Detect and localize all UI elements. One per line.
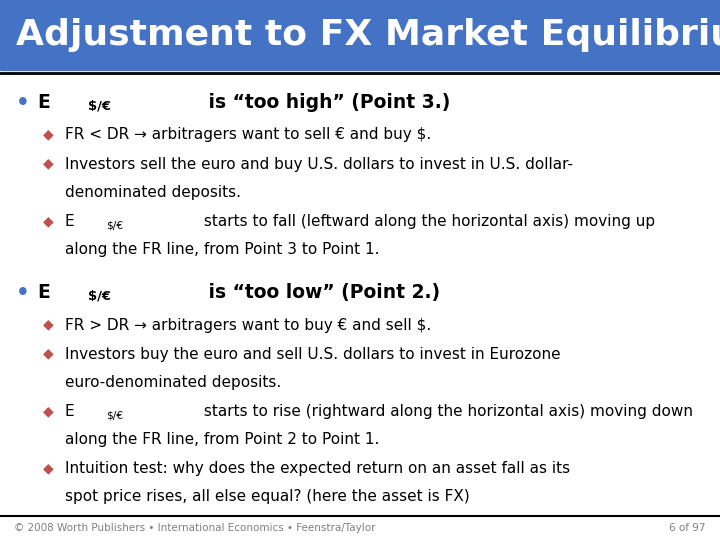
Text: Investors buy the euro and sell U.S. dollars to invest in Eurozone: Investors buy the euro and sell U.S. dol… [65,347,560,362]
Text: ◆: ◆ [43,127,54,141]
Text: euro-denominated deposits.: euro-denominated deposits. [65,375,281,390]
Text: is “too low” (Point 2.): is “too low” (Point 2.) [202,283,440,302]
Text: $/€: $/€ [88,99,111,112]
Text: starts to fall (leftward along the horizontal axis) moving up: starts to fall (leftward along the horiz… [199,214,654,229]
Text: denominated deposits.: denominated deposits. [65,185,240,200]
Text: ◆: ◆ [43,347,54,361]
Text: E: E [65,214,74,229]
Text: © 2008 Worth Publishers • International Economics • Feenstra/Taylor: © 2008 Worth Publishers • International … [14,523,376,533]
Text: FR > DR → arbitragers want to buy € and sell $.: FR > DR → arbitragers want to buy € and … [65,318,431,333]
Text: 6 of 97: 6 of 97 [669,523,706,533]
Text: ◆: ◆ [43,404,54,418]
Text: FR < DR → arbitragers want to sell € and buy $.: FR < DR → arbitragers want to sell € and… [65,127,431,143]
Text: E: E [65,404,74,419]
Text: ◆: ◆ [43,461,54,475]
Text: $/€: $/€ [88,289,111,302]
Text: Intuition test: why does the expected return on an asset fall as its: Intuition test: why does the expected re… [65,461,570,476]
Text: is “too high” (Point 3.): is “too high” (Point 3.) [202,93,450,112]
Text: spot price rises, all else equal? (here the asset is FX): spot price rises, all else equal? (here … [65,489,469,504]
FancyBboxPatch shape [0,0,720,70]
Text: ◆: ◆ [43,214,54,228]
Text: •: • [16,283,30,303]
Text: Investors sell the euro and buy U.S. dollars to invest in U.S. dollar-: Investors sell the euro and buy U.S. dol… [65,157,573,172]
Text: E: E [37,283,50,302]
Text: ◆: ◆ [43,157,54,171]
Text: $/€: $/€ [106,410,123,421]
Text: starts to rise (rightward along the horizontal axis) moving down: starts to rise (rightward along the hori… [199,404,693,419]
Text: along the FR line, from Point 3 to Point 1.: along the FR line, from Point 3 to Point… [65,242,379,257]
Text: Adjustment to FX Market Equilibrium: Adjustment to FX Market Equilibrium [16,18,720,52]
Text: along the FR line, from Point 2 to Point 1.: along the FR line, from Point 2 to Point… [65,432,379,447]
Text: •: • [16,93,30,113]
Text: E: E [37,93,50,112]
Text: ◆: ◆ [43,318,54,332]
Text: $/€: $/€ [106,220,123,231]
